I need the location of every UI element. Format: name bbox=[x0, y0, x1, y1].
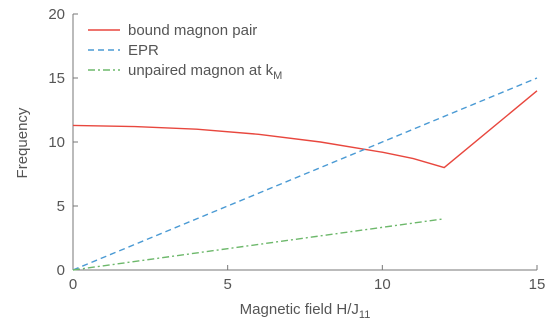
x-tick-label: 10 bbox=[374, 276, 391, 293]
legend-label-2: EPR bbox=[128, 42, 159, 59]
x-axis-title: Magnetic field H/J11 bbox=[240, 301, 371, 321]
x-tick-label: 15 bbox=[529, 276, 546, 293]
y-tick-label: 20 bbox=[48, 6, 65, 23]
x-tick-label: 0 bbox=[69, 276, 77, 293]
series bbox=[72, 77, 538, 271]
ticks: 0 5 10 15 0 5 10 15 20 bbox=[48, 6, 545, 293]
y-tick-label: 5 bbox=[57, 198, 65, 215]
series-line-3 bbox=[72, 218, 445, 271]
legend: bound magnon pair EPR unpaired magnon at k… bbox=[88, 22, 282, 82]
series-line-1 bbox=[72, 90, 538, 169]
y-axis-title: Frequency bbox=[14, 107, 31, 178]
x-tick-label: 5 bbox=[223, 276, 231, 293]
x-axis-title-main: Magnetic field H/J bbox=[240, 301, 359, 318]
legend-label-1: bound magnon pair bbox=[128, 22, 257, 39]
y-tick-label: 0 bbox=[57, 262, 65, 279]
y-tick-label: 15 bbox=[48, 70, 65, 87]
y-tick-label: 10 bbox=[48, 134, 65, 151]
legend-label-3: unpaired magnon at kM bbox=[128, 62, 282, 82]
series-line-2 bbox=[72, 77, 538, 271]
x-axis-title-sub: 11 bbox=[359, 309, 370, 321]
